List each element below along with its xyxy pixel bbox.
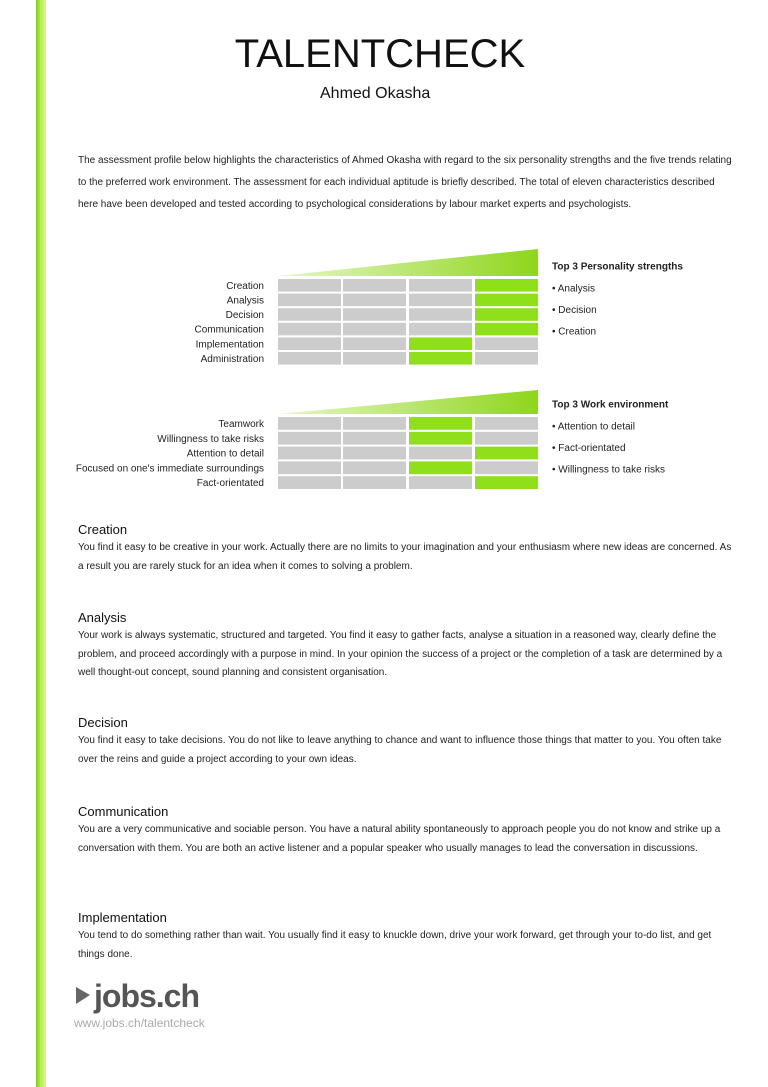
empty-cell (475, 417, 538, 430)
title: TALENTCHECK (234, 32, 526, 76)
section: Creation You find it easy to be creative … (78, 521, 733, 576)
section-text: You find it easy to be creative in your … (78, 542, 732, 572)
logo-arrow (76, 987, 90, 1004)
section-text: You find it easy to take decisions. You … (78, 735, 722, 765)
empty-cell (278, 417, 341, 430)
empty-cell (278, 322, 341, 336)
empty-cell (343, 293, 406, 307)
empty-cell (343, 461, 406, 475)
section-heading: Analysis (78, 610, 127, 625)
top3-item: • Analysis (552, 284, 595, 295)
section: Implementation You tend to do something r… (78, 909, 733, 964)
level-cell (475, 446, 538, 460)
row-label: Administration (201, 354, 264, 365)
empty-cell (475, 352, 538, 365)
empty-cell (409, 322, 472, 336)
top3-item: • Decision (552, 305, 597, 316)
row-label: Fact-orientated (197, 478, 264, 489)
empty-cell (343, 322, 406, 336)
row-label: Focused on one's immediate surroundings (76, 463, 264, 474)
row-label: Decision (226, 310, 264, 321)
wedge (278, 249, 538, 276)
empty-cell (475, 337, 538, 350)
empty-cell (278, 279, 341, 292)
empty-cell (343, 446, 406, 460)
level-cell (409, 461, 472, 475)
row-label: Willingness to take risks (157, 434, 264, 445)
empty-cell (343, 352, 406, 365)
section-heading: Decision (78, 715, 128, 730)
level-cell (409, 417, 472, 430)
section-heading: Creation (78, 522, 128, 537)
empty-cell (278, 308, 341, 321)
level-cell (475, 308, 538, 321)
url: www.jobs.ch/talentcheck (74, 1016, 205, 1030)
logo: jobs.ch (94, 978, 200, 1014)
section: Analysis Your work is always systematic, … (78, 609, 733, 683)
empty-cell (409, 476, 472, 489)
empty-cell (278, 337, 341, 350)
row-label: Creation (226, 281, 264, 292)
section-text: You are a very communicative and sociabl… (78, 824, 721, 854)
empty-cell (278, 476, 341, 489)
empty-cell (409, 308, 472, 321)
level-cell (409, 431, 472, 445)
empty-cell (278, 293, 341, 307)
level-cell (409, 352, 472, 365)
empty-cell (278, 431, 341, 445)
empty-cell (409, 446, 472, 460)
section-text: Your work is always systematic, structur… (78, 630, 723, 678)
empty-cell (475, 431, 538, 445)
section-heading: Communication (78, 804, 169, 819)
level-cell (475, 279, 538, 292)
level-cell (409, 337, 472, 350)
empty-cell (278, 352, 341, 365)
row-label: Communication (195, 325, 264, 336)
top3-title: Top 3 Personality strengths (552, 262, 683, 273)
empty-cell (278, 461, 341, 475)
top3-item: • Fact-orientated (552, 443, 626, 454)
empty-cell (343, 337, 406, 350)
section: Communication You are a very communicativ… (78, 803, 733, 858)
row-label: Implementation (196, 339, 264, 350)
section: Decision You find it easy to take decisio… (78, 714, 733, 769)
level-cell (475, 293, 538, 307)
empty-cell (343, 279, 406, 292)
top3-item: • Creation (552, 327, 596, 338)
intro: The assessment profile below highlights … (78, 155, 732, 210)
empty-cell (409, 279, 472, 292)
row-label: Attention to detail (187, 449, 264, 460)
section-text: You tend to do something rather than wai… (78, 930, 712, 960)
section-heading: Implementation (78, 910, 167, 925)
person-name: Ahmed Okasha (320, 85, 431, 102)
top3-item: • Willingness to take risks (552, 465, 665, 476)
empty-cell (343, 417, 406, 430)
side-stripe (36, 0, 46, 1087)
row-label: Analysis (227, 296, 264, 307)
level-cell (475, 476, 538, 489)
top3-title: Top 3 Work environment (552, 400, 669, 411)
level-cell (475, 322, 538, 336)
empty-cell (343, 431, 406, 445)
empty-cell (475, 461, 538, 475)
empty-cell (343, 476, 406, 489)
wedge (278, 390, 538, 414)
empty-cell (343, 308, 406, 321)
empty-cell (278, 446, 341, 460)
top3-item: • Attention to detail (552, 422, 635, 433)
row-label: Teamwork (218, 419, 265, 430)
empty-cell (409, 293, 472, 307)
